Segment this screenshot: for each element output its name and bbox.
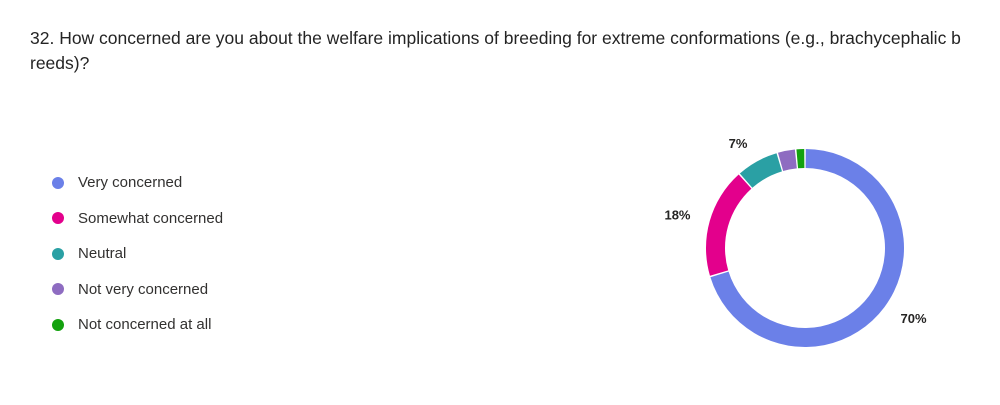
data-label: 18% [664, 208, 690, 223]
donut-labels: 70% 18% 7% [664, 136, 926, 326]
donut-slice-not-concerned-at-all[interactable] [796, 149, 805, 169]
chart-legend: Very concerned Somewhat concerned Neutra… [52, 165, 223, 343]
donut-slice-not-very-concerned[interactable] [777, 149, 797, 172]
legend-item-not-very-concerned: Not very concerned [52, 272, 223, 308]
data-label: 70% [900, 311, 926, 326]
legend-dot-icon [52, 247, 64, 260]
legend-item-not-concerned-at-all: Not concerned at all [52, 307, 223, 343]
legend-item-very-concerned: Very concerned [52, 165, 223, 201]
donut-slice-neutral[interactable] [739, 153, 782, 188]
donut-slice-somewhat-concerned[interactable] [706, 174, 752, 276]
legend-label: Neutral [78, 245, 127, 263]
legend-dot-icon [52, 318, 64, 331]
legend-dot-icon [52, 176, 64, 189]
legend-item-neutral: Neutral [52, 236, 223, 272]
donut-slices [706, 149, 904, 347]
legend-dot-icon [52, 212, 64, 225]
legend-dot-icon [52, 283, 64, 296]
data-label: 7% [729, 136, 748, 151]
legend-label: Somewhat concerned [78, 209, 224, 227]
legend-label: Not concerned at all [78, 316, 212, 334]
question-title: 32. How concerned are you about the welf… [30, 28, 961, 73]
legend-label: Very concerned [78, 174, 183, 192]
legend-item-somewhat-concerned: Somewhat concerned [52, 201, 223, 237]
legend-label: Not very concerned [78, 280, 209, 298]
